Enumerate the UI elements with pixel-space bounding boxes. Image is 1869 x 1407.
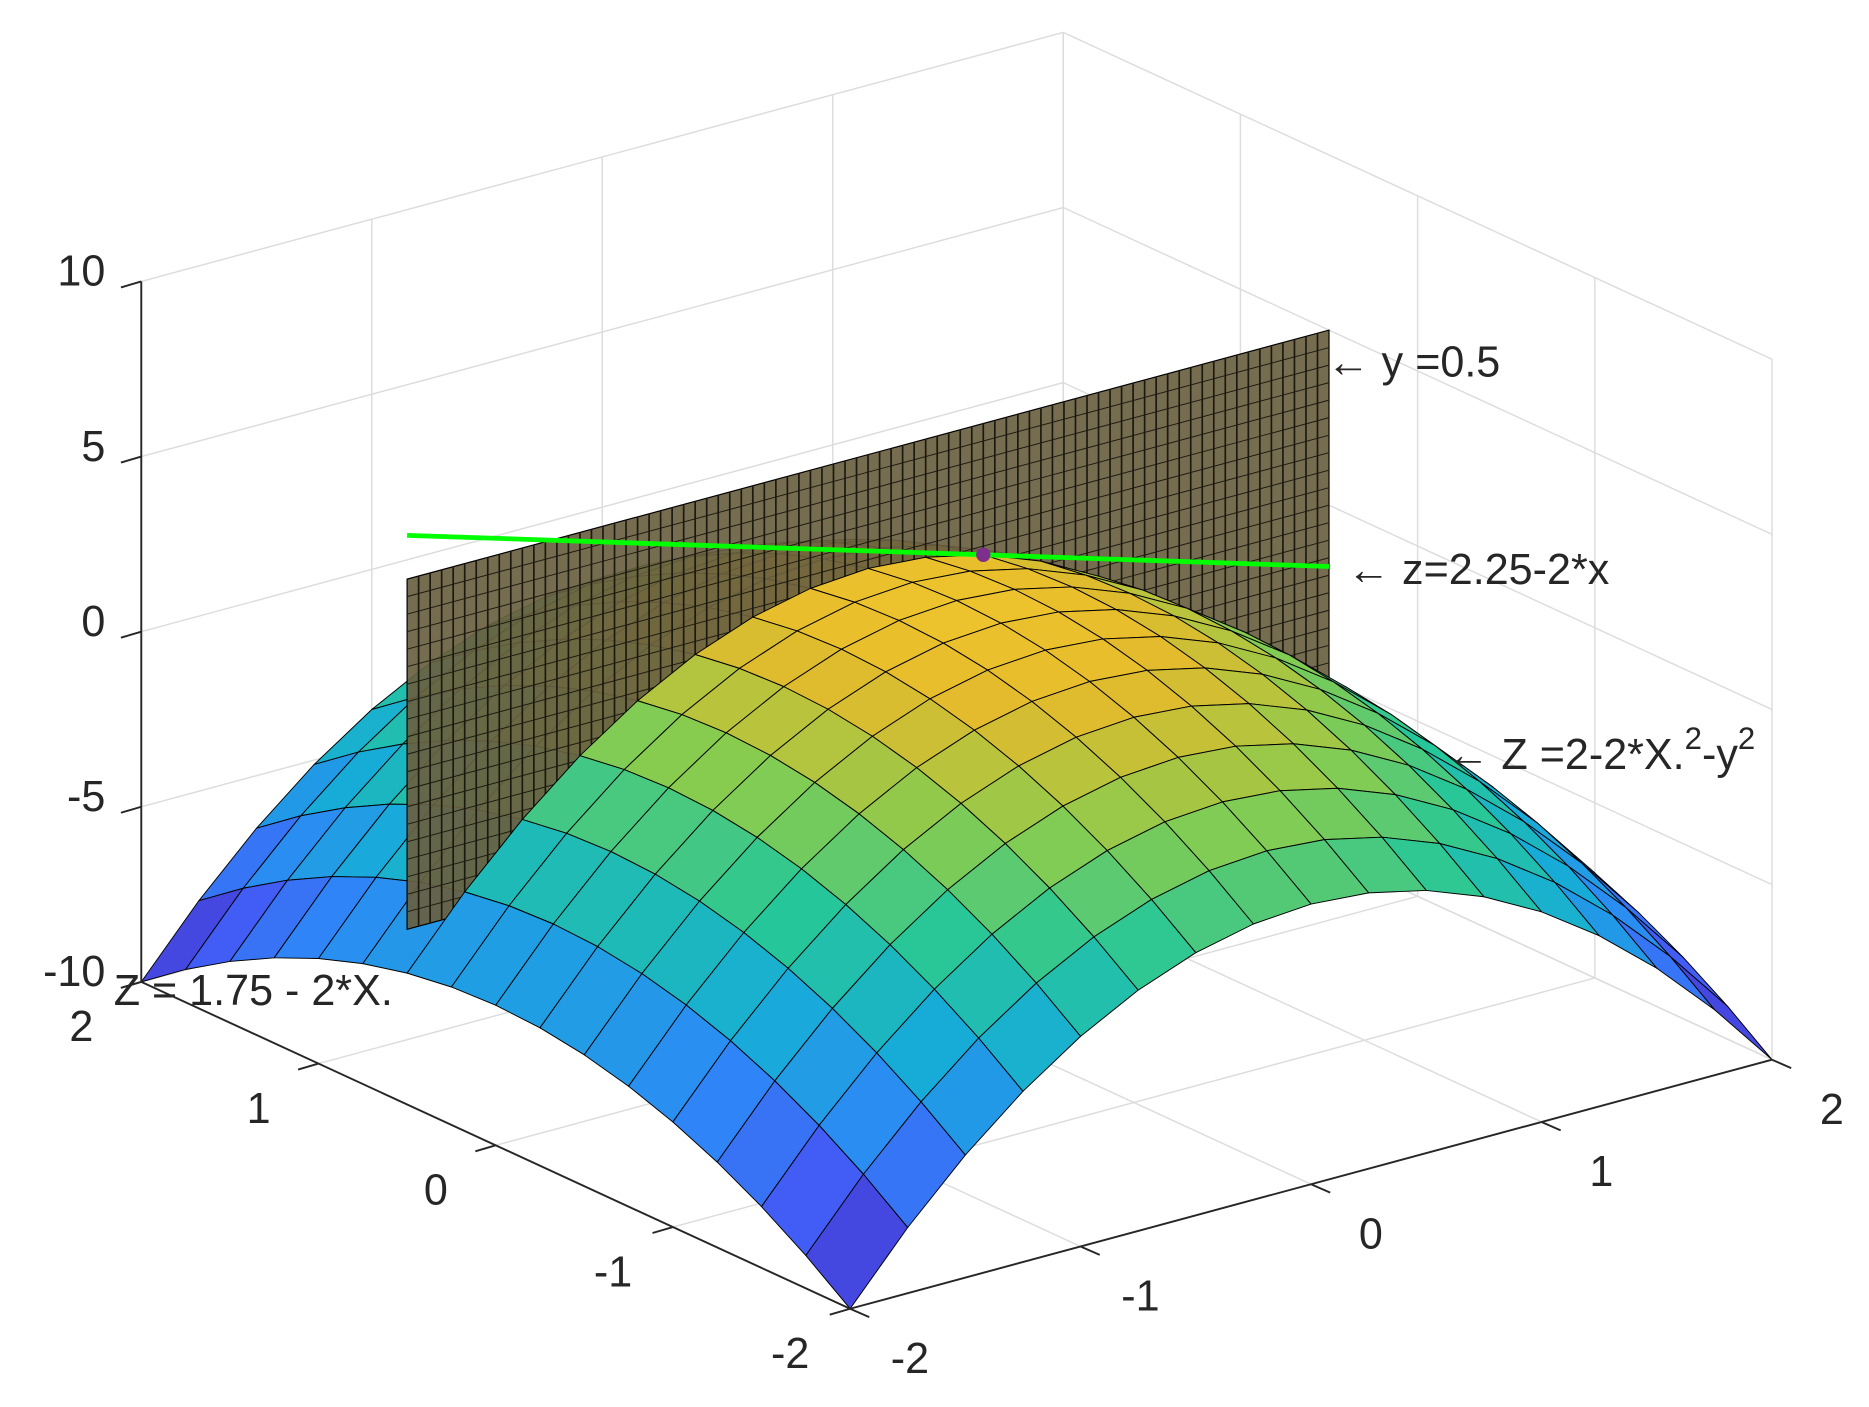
tick-mark bbox=[297, 1062, 319, 1071]
x-tick-label: -2 bbox=[891, 1335, 929, 1383]
x-tick-label: 2 bbox=[1820, 1086, 1844, 1134]
tangent-line bbox=[407, 532, 1330, 569]
superscript: 2 bbox=[1738, 721, 1755, 756]
annotations: ← y =0.5← z=2.25-2*x← Z =2-2*X.2-y2Z = 1… bbox=[114, 339, 1755, 1016]
annotation: ← z=2.25-2*x bbox=[1347, 546, 1610, 594]
plane-mesh-line bbox=[406, 417, 1330, 668]
x-tick-label: -1 bbox=[1121, 1273, 1159, 1321]
annotation: ← y =0.5 bbox=[1327, 339, 1501, 387]
tick-mark bbox=[120, 280, 142, 289]
y-tick-label: -1 bbox=[594, 1248, 632, 1296]
z-tick-label: 0 bbox=[81, 598, 105, 646]
grid-line bbox=[141, 31, 1064, 283]
z-tick-label: 10 bbox=[57, 248, 105, 296]
plot-area bbox=[140, 329, 1773, 1310]
tick-mark bbox=[1080, 1245, 1101, 1256]
y-tick-label: 0 bbox=[424, 1167, 448, 1215]
tick-mark bbox=[475, 1144, 496, 1153]
tick-mark bbox=[829, 1307, 851, 1316]
plane-mesh-line bbox=[406, 364, 1330, 615]
plane-mesh-line bbox=[406, 382, 1330, 633]
tick-mark bbox=[120, 805, 142, 814]
z-tick-label: 5 bbox=[81, 423, 105, 471]
tick-mark bbox=[1771, 1058, 1792, 1069]
tick-mark bbox=[849, 1307, 870, 1318]
grid-line bbox=[1062, 206, 1773, 536]
axis-line bbox=[140, 981, 851, 1310]
grid-line bbox=[1062, 31, 1773, 360]
grid-line bbox=[141, 381, 1064, 633]
tick-mark bbox=[120, 455, 142, 464]
z-tick-label: -5 bbox=[67, 773, 105, 821]
annotation-part: -y bbox=[1702, 731, 1738, 779]
x-tick-label: 0 bbox=[1359, 1210, 1383, 1258]
surface-cell bbox=[805, 1173, 909, 1310]
x-tick-label: 1 bbox=[1589, 1148, 1613, 1196]
tick-mark bbox=[1541, 1121, 1562, 1132]
tick-mark bbox=[120, 980, 142, 989]
z-tick-label: -10 bbox=[43, 948, 105, 996]
y-tick-label: 1 bbox=[247, 1085, 271, 1133]
grid-line bbox=[141, 206, 1064, 458]
plane-mesh-line bbox=[406, 399, 1330, 650]
y-tick-label: 2 bbox=[69, 1003, 93, 1051]
annotation: ← Z =2-2*X.2-y2 bbox=[1446, 721, 1755, 780]
tangent-point bbox=[976, 547, 991, 562]
plane-mesh-line bbox=[406, 347, 1330, 598]
y-tick-label: -2 bbox=[771, 1330, 809, 1378]
plane-mesh-line bbox=[406, 434, 1330, 685]
surface-cell bbox=[1611, 914, 1715, 1011]
superscript: 2 bbox=[1685, 721, 1702, 756]
tick-mark bbox=[120, 630, 142, 639]
tick-mark bbox=[1310, 1183, 1331, 1194]
annotation-part: ← Z =2-2*X. bbox=[1446, 731, 1684, 779]
annotation: Z = 1.75 - 2*X. bbox=[114, 967, 393, 1015]
tick-mark bbox=[652, 1226, 674, 1234]
surface-cell bbox=[1669, 955, 1773, 1061]
